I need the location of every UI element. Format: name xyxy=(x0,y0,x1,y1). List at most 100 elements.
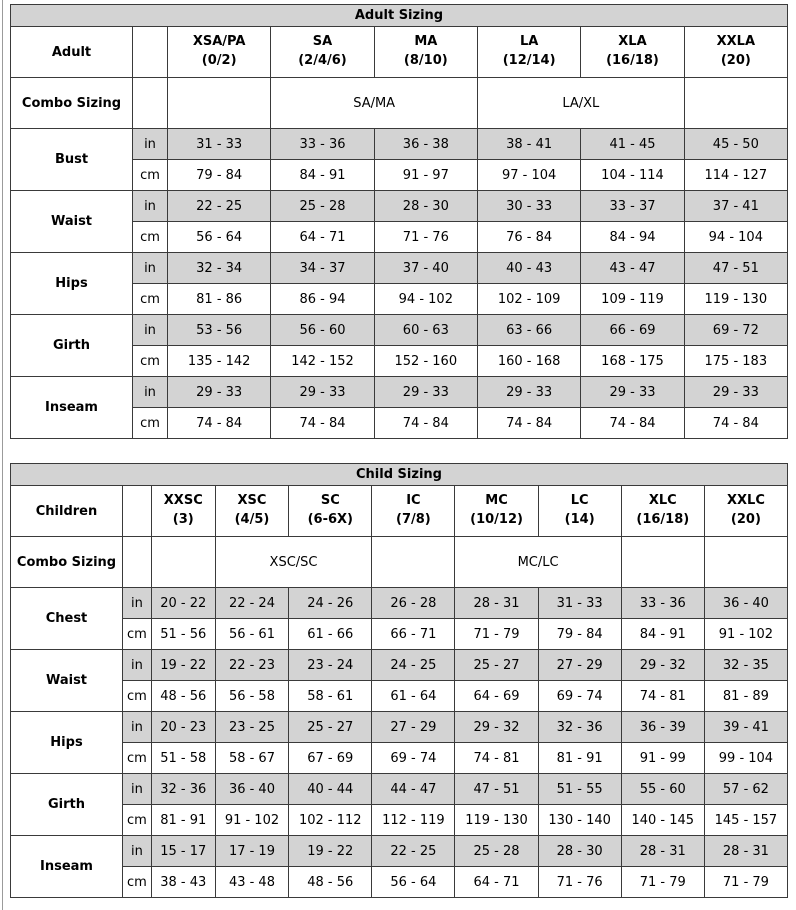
measurement-value: 66 - 71 xyxy=(371,618,456,650)
measurement-label: Waist xyxy=(10,190,133,253)
measurement-value: 61 - 66 xyxy=(288,618,373,650)
measurement-value: 160 - 168 xyxy=(476,345,582,377)
measurement-value: 25 - 27 xyxy=(454,649,539,681)
measurement-value: 23 - 25 xyxy=(214,711,290,743)
measurement-value: 84 - 91 xyxy=(620,618,705,650)
unit-label-cm: cm xyxy=(122,680,152,712)
measurement-value: 48 - 56 xyxy=(288,866,373,898)
measurement-value: 114 - 127 xyxy=(683,159,789,191)
measurement-value: 109 - 119 xyxy=(580,283,685,315)
measurement-value: 33 - 36 xyxy=(620,587,705,619)
size-column-header: LC (14) xyxy=(537,485,622,537)
combo-sizing-cell: LA/XL xyxy=(476,77,685,129)
measurement-value: 63 - 66 xyxy=(476,314,582,346)
measurement-value: 31 - 33 xyxy=(537,587,622,619)
size-column-header: MC (10/12) xyxy=(454,485,539,537)
size-detail: (2/4/6) xyxy=(298,53,347,68)
measurement-label: Waist xyxy=(10,649,123,712)
size-column-header: IC (7/8) xyxy=(371,485,456,537)
measurement-value: 31 - 33 xyxy=(166,128,272,160)
size-name: XSC xyxy=(237,493,267,509)
measurement-value: 84 - 94 xyxy=(580,221,685,253)
size-detail: (8/10) xyxy=(403,53,448,68)
measurement-value: 22 - 24 xyxy=(214,587,290,619)
measurement-value: 74 - 81 xyxy=(454,742,539,774)
size-detail: (4/5) xyxy=(234,512,270,527)
measurement-value: 142 - 152 xyxy=(270,345,375,377)
combo-sizing-cell: XSC/SC xyxy=(214,536,373,588)
unit-label-cm: cm xyxy=(122,866,152,898)
measurement-value: 39 - 41 xyxy=(703,711,789,743)
measurement-value: 19 - 22 xyxy=(288,835,373,867)
measurement-value: 33 - 36 xyxy=(270,128,375,160)
combo-sizing-cell xyxy=(371,536,456,588)
table-title: Child Sizing xyxy=(10,463,788,486)
size-name: XLA xyxy=(618,34,647,50)
measurement-label: Chest xyxy=(10,587,123,650)
measurement-value: 94 - 102 xyxy=(373,283,478,315)
measurement-value: 24 - 26 xyxy=(288,587,373,619)
measurement-value: 43 - 47 xyxy=(580,252,685,284)
measurement-value: 91 - 102 xyxy=(703,618,789,650)
unit-label-in: in xyxy=(122,773,152,805)
size-detail: (20) xyxy=(720,53,751,68)
measurement-value: 48 - 56 xyxy=(150,680,216,712)
measurement-value: 104 - 114 xyxy=(580,159,685,191)
measurement-value: 81 - 89 xyxy=(703,680,789,712)
measurement-value: 29 - 33 xyxy=(683,376,789,408)
measurement-label: Inseam xyxy=(10,835,123,898)
measurement-value: 69 - 72 xyxy=(683,314,789,346)
measurement-value: 30 - 33 xyxy=(476,190,582,222)
measurement-value: 64 - 71 xyxy=(454,866,539,898)
measurement-label: Inseam xyxy=(10,376,133,439)
measurement-value: 43 - 48 xyxy=(214,866,290,898)
measurement-value: 152 - 160 xyxy=(373,345,478,377)
measurement-value: 57 - 62 xyxy=(703,773,789,805)
measurement-value: 76 - 84 xyxy=(476,221,582,253)
measurement-value: 86 - 94 xyxy=(270,283,375,315)
size-name: XXLA xyxy=(716,34,756,50)
measurement-value: 29 - 33 xyxy=(580,376,685,408)
measurement-value: 74 - 84 xyxy=(683,407,789,439)
measurement-value: 36 - 38 xyxy=(373,128,478,160)
measurement-value: 74 - 84 xyxy=(373,407,478,439)
measurement-value: 84 - 91 xyxy=(270,159,375,191)
measurement-value: 28 - 31 xyxy=(620,835,705,867)
size-name: XLC xyxy=(648,493,677,509)
size-name: XSA/PA xyxy=(192,34,246,50)
measurement-value: 23 - 24 xyxy=(288,649,373,681)
measurement-value: 79 - 84 xyxy=(537,618,622,650)
measurement-value: 33 - 37 xyxy=(580,190,685,222)
size-detail: (14) xyxy=(564,512,595,527)
measurement-value: 51 - 55 xyxy=(537,773,622,805)
size-column-header: XLC (16/18) xyxy=(620,485,705,537)
size-name: XXSC xyxy=(163,493,203,509)
size-column-header: SA (2/4/6) xyxy=(270,26,375,78)
unit-label-cm: cm xyxy=(132,345,168,377)
measurement-value: 135 - 142 xyxy=(166,345,272,377)
measurement-value: 71 - 79 xyxy=(620,866,705,898)
measurement-value: 38 - 43 xyxy=(150,866,216,898)
measurement-value: 53 - 56 xyxy=(166,314,272,346)
measurement-value: 74 - 84 xyxy=(476,407,582,439)
measurement-value: 102 - 109 xyxy=(476,283,582,315)
size-detail: (7/8) xyxy=(396,512,431,527)
measurement-value: 26 - 28 xyxy=(371,587,456,619)
measurement-value: 25 - 28 xyxy=(270,190,375,222)
size-name: MA xyxy=(414,34,438,50)
combo-sizing-cell xyxy=(166,77,272,129)
measurement-value: 17 - 19 xyxy=(214,835,290,867)
unit-label-in: in xyxy=(122,835,152,867)
measurement-value: 36 - 39 xyxy=(620,711,705,743)
table-row-header: Children xyxy=(10,485,123,537)
size-column-header: XXLA (20) xyxy=(683,26,789,78)
measurement-value: 94 - 104 xyxy=(683,221,789,253)
unit-label-cm: cm xyxy=(132,221,168,253)
measurement-value: 81 - 91 xyxy=(150,804,216,836)
measurement-value: 145 - 157 xyxy=(703,804,789,836)
measurement-value: 37 - 40 xyxy=(373,252,478,284)
measurement-value: 56 - 58 xyxy=(214,680,290,712)
measurement-value: 58 - 67 xyxy=(214,742,290,774)
size-detail: (10/12) xyxy=(470,512,523,527)
measurement-value: 74 - 84 xyxy=(166,407,272,439)
